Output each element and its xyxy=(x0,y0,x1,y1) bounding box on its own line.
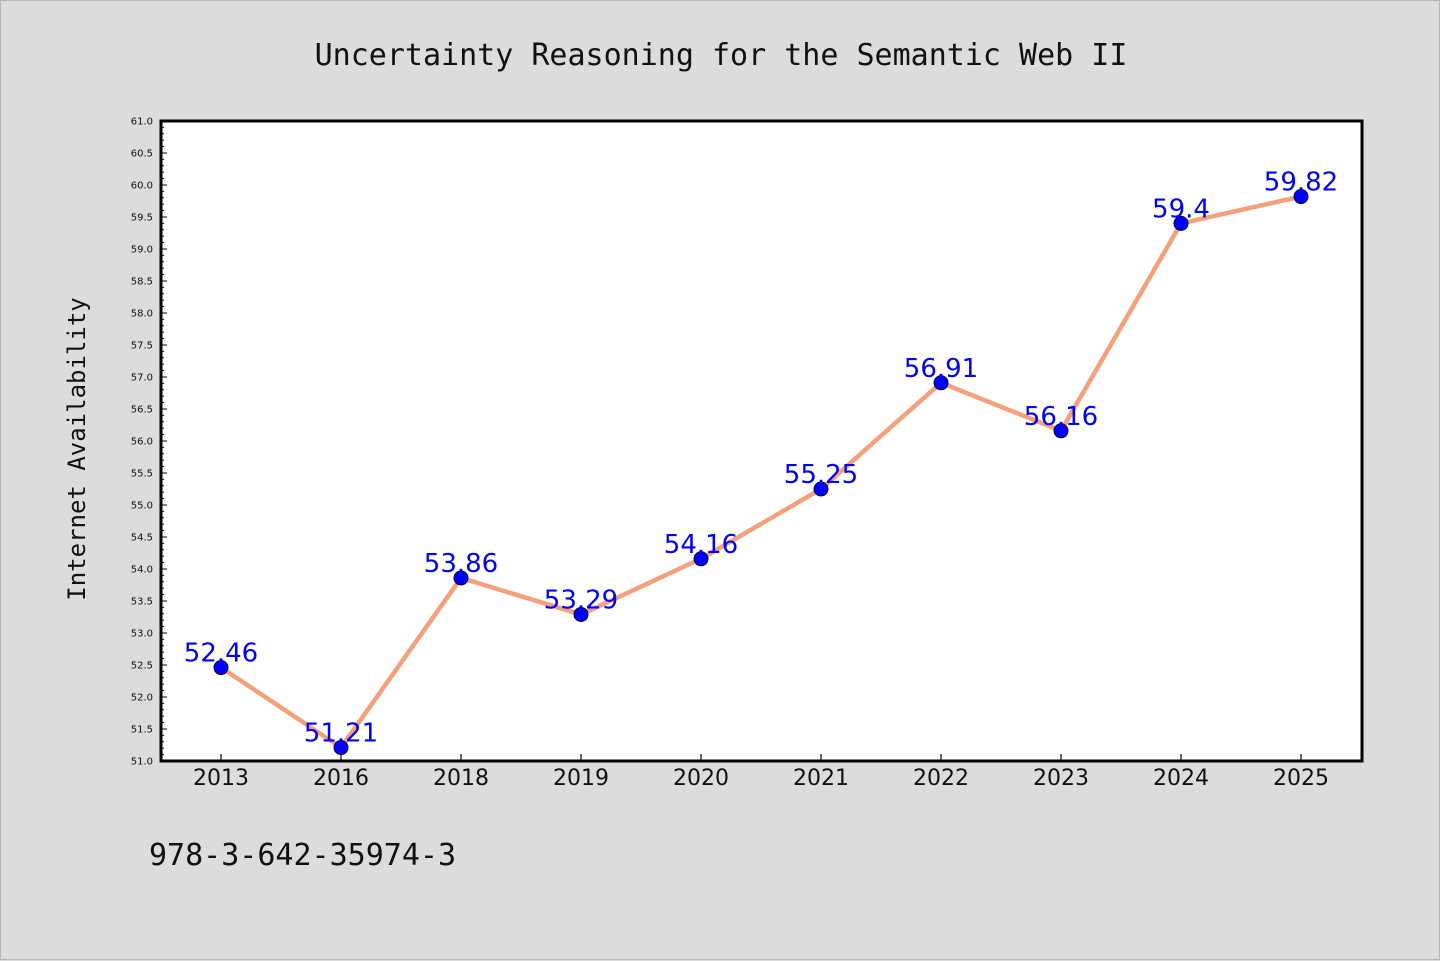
x-tick-label: 2023 xyxy=(1033,766,1089,791)
x-tick-label: 2022 xyxy=(913,766,969,791)
y-tick-label: 52.5 xyxy=(131,661,153,672)
data-point xyxy=(573,606,589,622)
data-point xyxy=(933,375,949,391)
y-axis-ticks: 51.0 51.5 52.0 52.5 53.0 53.5 54.0 54.5 55.0 55.5… xyxy=(131,117,167,768)
x-tick-label: 2013 xyxy=(193,766,249,791)
y-tick-label: 54.0 xyxy=(131,565,153,576)
data-point xyxy=(213,660,229,676)
x-tick-label: 2020 xyxy=(673,766,729,791)
y-tick-label: 61.0 xyxy=(131,117,153,128)
data-label: 55.25 xyxy=(784,460,858,490)
data-label: 59.4 xyxy=(1152,194,1210,224)
y-tick-label: 59.0 xyxy=(131,245,153,256)
plot-area xyxy=(159,119,1364,763)
y-tick-label: 53.5 xyxy=(131,597,153,608)
x-tick-label: 2021 xyxy=(793,766,849,791)
y-tick-label: 58.5 xyxy=(131,277,153,288)
y-tick-label: 57.0 xyxy=(131,373,153,384)
y-tick-label: 60.5 xyxy=(131,149,153,160)
y-tick-label: 51.0 xyxy=(131,757,153,768)
data-point xyxy=(1293,189,1309,205)
x-tick-label: 2018 xyxy=(433,766,489,791)
data-label: 52.46 xyxy=(184,639,258,669)
y-tick-label: 55.5 xyxy=(131,469,153,480)
y-tick-label: 59.5 xyxy=(131,213,153,224)
data-label: 56.91 xyxy=(904,354,978,384)
data-point xyxy=(813,481,829,497)
series-line xyxy=(218,194,1304,750)
y-axis-label: Internet Availability xyxy=(63,297,91,600)
y-tick-label: 53.0 xyxy=(131,629,153,640)
data-label: 51.21 xyxy=(304,719,378,749)
y-tick-label: 58.0 xyxy=(131,309,153,320)
y-tick-label: 57.5 xyxy=(131,341,153,352)
x-tick-label: 2019 xyxy=(553,766,609,791)
data-labels-group: 52.46 51.21 53.86 53.29 54.16 55.25 56.91 56.16… xyxy=(184,168,1338,749)
data-label: 53.29 xyxy=(544,585,618,615)
y-tick-label: 55.0 xyxy=(131,501,153,512)
chart-title: Uncertainty Reasoning for the Semantic W… xyxy=(315,38,1128,73)
y-tick-label: 52.0 xyxy=(131,693,153,704)
data-label: 59.82 xyxy=(1264,168,1338,198)
y-tick-label: 56.5 xyxy=(131,405,153,416)
data-point xyxy=(693,551,709,567)
data-label: 53.86 xyxy=(424,549,498,579)
footer-isbn: 978-3-642-35974-3 xyxy=(149,838,456,873)
data-point xyxy=(1173,215,1189,231)
y-tick-label: 54.5 xyxy=(131,533,153,544)
x-axis-ticks: 2013 2016 2018 2019 2020 2021 2022 2023 2024 2025 xyxy=(193,754,1329,791)
data-point xyxy=(453,570,469,586)
x-tick-label: 2025 xyxy=(1273,766,1329,791)
x-tick-label: 2016 xyxy=(313,766,369,791)
x-tick-label: 2024 xyxy=(1153,766,1209,791)
data-label: 54.16 xyxy=(664,530,738,560)
data-point xyxy=(1053,423,1069,439)
series-group xyxy=(213,189,1309,756)
y-tick-label: 51.5 xyxy=(131,725,153,736)
data-label: 56.16 xyxy=(1024,402,1098,432)
data-point xyxy=(333,740,349,756)
y-tick-label: 60.0 xyxy=(131,181,153,192)
y-tick-label: 56.0 xyxy=(131,437,153,448)
